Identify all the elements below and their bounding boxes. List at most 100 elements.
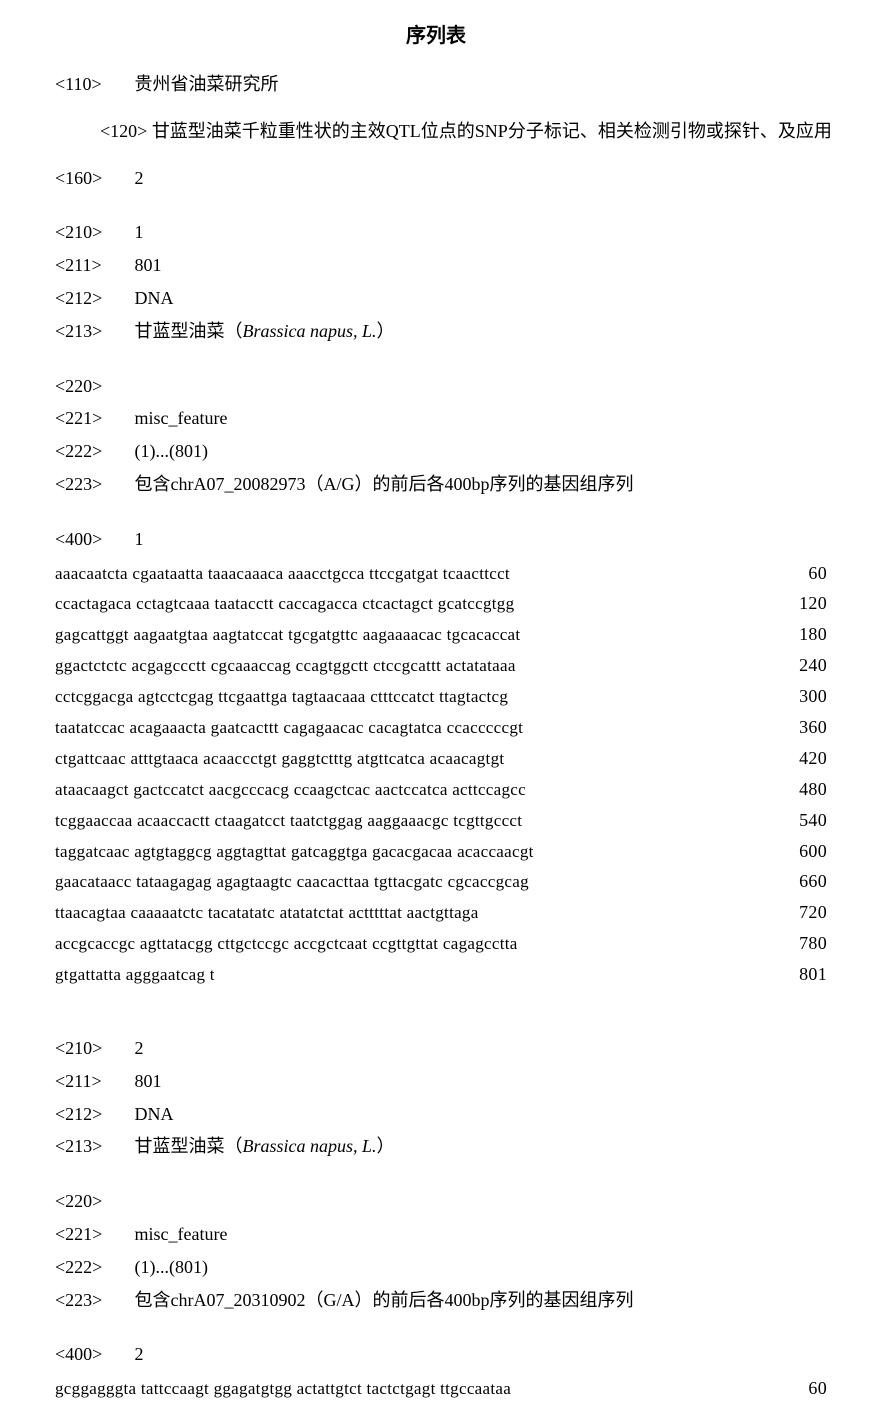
- sequence-line: accgcaccgc agttatacgg cttgctccgc accgctc…: [55, 928, 862, 959]
- seq2-221: <221> misc_feature: [10, 1220, 862, 1249]
- sequence-line: gagcattggt aagaatgtaa aagtatccat tgcgatg…: [55, 619, 862, 650]
- seq1-210: <210> 1: [10, 218, 862, 247]
- val-400: 2: [135, 1344, 144, 1364]
- sequence-position: 60: [808, 558, 862, 589]
- sequence-text: ataacaagct gactccatct aacgcccacg ccaagct…: [55, 776, 526, 805]
- tag-210: <210>: [55, 1034, 130, 1063]
- sequence-position: 480: [799, 774, 862, 805]
- sequence-text: aaacaatcta cgaataatta taaacaaaca aaacctg…: [55, 560, 510, 589]
- document-title: 序列表: [10, 20, 862, 52]
- seq1-400: <400> 1: [10, 525, 862, 554]
- entry-120: <120> 甘蓝型油菜千粒重性状的主效QTL位点的SNP分子标记、相关检测引物或…: [10, 117, 862, 146]
- tag-222: <222>: [55, 1253, 130, 1282]
- sequence-position: 720: [799, 897, 862, 928]
- sequence-line: taggatcaac agtgtaggcg aggtagttat gatcagg…: [55, 836, 862, 867]
- sequence-position: 180: [799, 619, 862, 650]
- tag-223: <223>: [55, 470, 130, 499]
- val-213a: 甘蓝型油菜（: [135, 1136, 243, 1156]
- tag-400: <400>: [55, 525, 130, 554]
- entry-160: <160> 2: [10, 164, 862, 193]
- tag-220: <220>: [55, 1187, 130, 1216]
- tag-223: <223>: [55, 1286, 130, 1315]
- sequence-position: 240: [799, 650, 862, 681]
- sequence-position: 60: [808, 1373, 862, 1404]
- sequence-text: ccactagaca cctagtcaaa taatacctt caccagac…: [55, 590, 514, 619]
- seq1-sequence-block: aaacaatcta cgaataatta taaacaaaca aaacctg…: [10, 558, 862, 990]
- val-210: 1: [135, 222, 144, 242]
- sequence-line: gtgattatta agggaatcag t 801: [55, 959, 862, 990]
- sequence-line: ggactctctc acgagccctt cgcaaaccag ccagtgg…: [55, 650, 862, 681]
- val-213b: Brassica napus, L.: [243, 321, 377, 341]
- tag-222: <222>: [55, 437, 130, 466]
- tag-211: <211>: [55, 251, 130, 280]
- seq2-222: <222> (1)...(801): [10, 1253, 862, 1282]
- sequence-text: ttaacagtaa caaaaatctc tacatatatc atatatc…: [55, 899, 479, 928]
- val-213c: ）: [377, 1136, 395, 1156]
- val-222: (1)...(801): [135, 1257, 208, 1277]
- tag-400: <400>: [55, 1340, 130, 1369]
- seq2-220: <220>: [10, 1187, 862, 1216]
- seq2-211: <211> 801: [10, 1067, 862, 1096]
- val-223: 包含chrA07_20310902（G/A）的前后各400bp序列的基因组序列: [135, 1290, 634, 1310]
- val-212: DNA: [135, 288, 174, 308]
- sequence-position: 540: [799, 805, 862, 836]
- sequence-text: taatatccac acagaaacta gaatcacttt cagagaa…: [55, 714, 523, 743]
- sequence-position: 801: [799, 959, 862, 990]
- seq1-221: <221> misc_feature: [10, 404, 862, 433]
- seq1-220: <220>: [10, 372, 862, 401]
- entry-110: <110> 贵州省油菜研究所: [10, 70, 862, 99]
- val-400: 1: [135, 529, 144, 549]
- tag-221: <221>: [55, 404, 130, 433]
- val-213b: Brassica napus, L.: [243, 1136, 377, 1156]
- sequence-position: 660: [799, 866, 862, 897]
- tag-212: <212>: [55, 284, 130, 313]
- sequence-position: 120: [799, 588, 862, 619]
- sequence-text: ctgattcaac atttgtaaca acaaccctgt gaggtct…: [55, 745, 504, 774]
- tag-110: <110>: [55, 70, 130, 99]
- sequence-text: gaacataacc tataagagag agagtaagtc caacact…: [55, 868, 529, 897]
- sequence-position: 420: [799, 743, 862, 774]
- sequence-line: tcggaaccaa acaaccactt ctaagatcct taatctg…: [55, 805, 862, 836]
- tag-210: <210>: [55, 218, 130, 247]
- sequence-line: cctcggacga agtcctcgag ttcgaattga tagtaac…: [55, 681, 862, 712]
- seq1-211: <211> 801: [10, 251, 862, 280]
- sequence-line: gaacataacc tataagagag agagtaagtc caacact…: [55, 866, 862, 897]
- tag-212: <212>: [55, 1100, 130, 1129]
- seq2-213: <213> 甘蓝型油菜（Brassica napus, L.）: [10, 1132, 862, 1161]
- val-213a: 甘蓝型油菜（: [135, 321, 243, 341]
- sequence-position: 360: [799, 712, 862, 743]
- sequence-text: gcggagggta tattccaagt ggagatgtgg actattg…: [55, 1375, 511, 1404]
- val-211: 801: [135, 255, 162, 275]
- val-221: misc_feature: [135, 1224, 228, 1244]
- sequence-line: aaacaatcta cgaataatta taaacaaaca aaacctg…: [55, 558, 862, 589]
- sequence-text: ggactctctc acgagccctt cgcaaaccag ccagtgg…: [55, 652, 516, 681]
- sequence-text: gagcattggt aagaatgtaa aagtatccat tgcgatg…: [55, 621, 520, 650]
- tag-213: <213>: [55, 317, 130, 346]
- seq1-213: <213> 甘蓝型油菜（Brassica napus, L.）: [10, 317, 862, 346]
- seq1-222: <222> (1)...(801): [10, 437, 862, 466]
- sequence-line: ttaacagtaa caaaaatctc tacatatatc atatatc…: [55, 897, 862, 928]
- val-221: misc_feature: [135, 408, 228, 428]
- tag-220: <220>: [55, 372, 130, 401]
- tag-160: <160>: [55, 164, 130, 193]
- val-212: DNA: [135, 1104, 174, 1124]
- val-213c: ）: [377, 321, 395, 341]
- sequence-line: ataacaagct gactccatct aacgcccacg ccaagct…: [55, 774, 862, 805]
- seq1-223: <223> 包含chrA07_20082973（A/G）的前后各400bp序列的…: [10, 470, 862, 499]
- sequence-text: gtgattatta agggaatcag t: [55, 961, 215, 990]
- sequence-text: tcggaaccaa acaaccactt ctaagatcct taatctg…: [55, 807, 522, 836]
- sequence-position: 600: [799, 836, 862, 867]
- seq2-sequence-block: gcggagggta tattccaagt ggagatgtgg actattg…: [10, 1373, 862, 1404]
- seq1-212: <212> DNA: [10, 284, 862, 313]
- sequence-line: gcggagggta tattccaagt ggagatgtgg actattg…: [55, 1373, 862, 1404]
- seq2-210: <210> 2: [10, 1034, 862, 1063]
- tag-211: <211>: [55, 1067, 130, 1096]
- val-110: 贵州省油菜研究所: [135, 74, 279, 94]
- sequence-position: 300: [799, 681, 862, 712]
- sequence-text: accgcaccgc agttatacgg cttgctccgc accgctc…: [55, 930, 518, 959]
- val-210: 2: [135, 1038, 144, 1058]
- val-160: 2: [135, 168, 144, 188]
- sequence-text: taggatcaac agtgtaggcg aggtagttat gatcagg…: [55, 838, 534, 867]
- val-222: (1)...(801): [135, 441, 208, 461]
- sequence-text: cctcggacga agtcctcgag ttcgaattga tagtaac…: [55, 683, 508, 712]
